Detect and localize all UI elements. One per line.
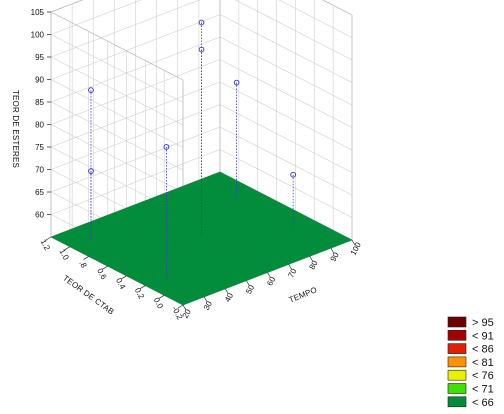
- x-tick-label: 20: [181, 307, 193, 320]
- z-tick-label: 60: [35, 211, 44, 220]
- z-tick-label: 75: [35, 143, 44, 152]
- y-tick-label: 0.0: [152, 296, 165, 311]
- data-point: [198, 19, 205, 26]
- z-tick-label: 70: [35, 166, 44, 175]
- z-tick-label: 65: [35, 188, 44, 197]
- contour-floor: [50, 171, 353, 306]
- legend-label: < 76: [472, 370, 494, 382]
- legend-label: < 71: [472, 384, 494, 396]
- legend-label: < 86: [472, 344, 494, 356]
- data-point: [88, 87, 94, 93]
- data-point: [88, 168, 94, 174]
- legend: > 95< 91 < 86< 81< 76 < 71< 66: [447, 316, 494, 409]
- y-tick-label: 0.4: [114, 277, 127, 292]
- data-point: [163, 144, 170, 150]
- legend-swatch: [447, 343, 467, 354]
- y-tick-label: 0.6: [95, 267, 108, 282]
- z-tick-label: 90: [35, 76, 44, 85]
- data-point: [290, 171, 297, 178]
- legend-swatch: [447, 316, 467, 328]
- z-tick-label: 100: [31, 31, 45, 40]
- x-tick-label: 40: [223, 291, 235, 304]
- z-axis-title: TEOR DE ESTERES: [11, 90, 20, 168]
- legend-swatch: [447, 396, 467, 408]
- points-behind-surface: [88, 19, 297, 278]
- z-tick-label: 95: [35, 53, 44, 62]
- legend-label: > 95: [472, 317, 494, 329]
- y-tick-label: 0.2: [133, 286, 146, 301]
- legend-label: < 81: [472, 357, 494, 369]
- legend-swatch: [447, 383, 467, 394]
- x-tick-label: 60: [265, 275, 277, 288]
- y-tick-label: 1.2: [39, 238, 52, 253]
- legend-label: < 66: [472, 397, 494, 409]
- z-tick-label: 105: [31, 8, 45, 17]
- y-axis-title: TEOR DE CTAB: [61, 273, 116, 316]
- x-tick-label: 50: [244, 283, 256, 296]
- data-point: [233, 79, 240, 86]
- legend-swatch: [447, 356, 467, 368]
- data-point: [198, 46, 205, 53]
- x-tick-label: 100: [349, 240, 363, 256]
- x-tick-label: 70: [286, 267, 298, 280]
- legend-swatch: [447, 369, 467, 381]
- z-tick-label: 85: [35, 98, 44, 107]
- legend-label: < 91: [472, 330, 494, 342]
- x-tick-label: 80: [307, 259, 319, 272]
- y-tick-label: .8: [77, 259, 88, 270]
- x-tick-label: 90: [329, 250, 341, 263]
- x-axis-title: TEMPO: [288, 285, 319, 304]
- x-tick-label: 30: [202, 299, 214, 312]
- y-tick-label: 1.0: [57, 248, 70, 263]
- legend-swatch: [447, 329, 467, 341]
- z-tick-label: 80: [35, 121, 44, 130]
